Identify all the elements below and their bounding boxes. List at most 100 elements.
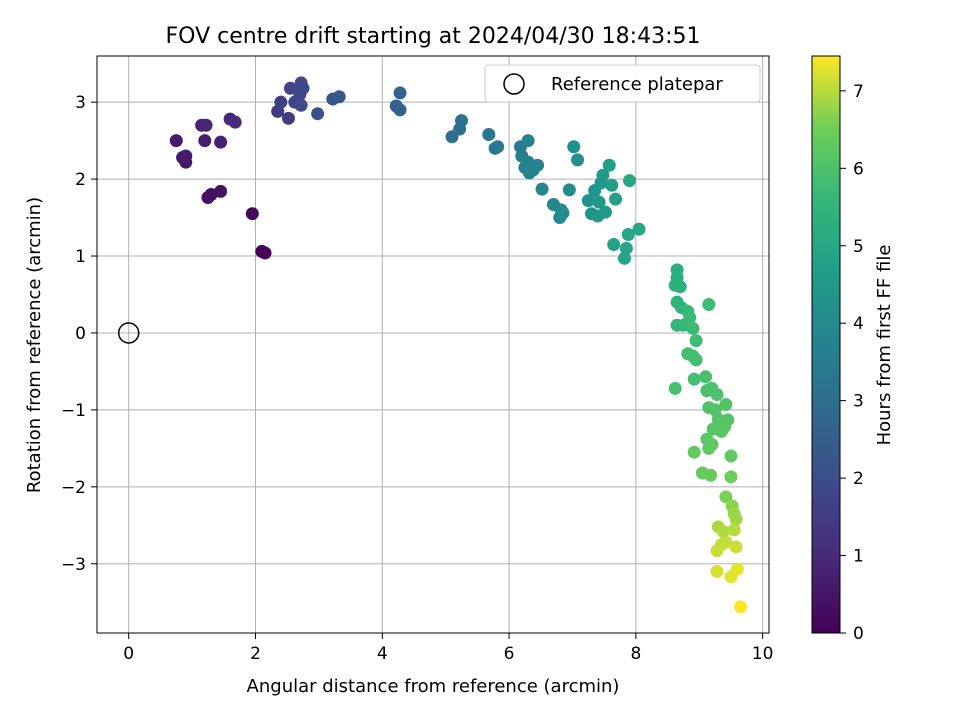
data-point <box>393 86 407 100</box>
data-point <box>702 441 716 455</box>
data-point <box>596 168 610 182</box>
data-point <box>716 524 730 538</box>
colorbar-tick-label: 2 <box>853 469 864 489</box>
y-tick-label: 3 <box>75 93 86 113</box>
data-point <box>169 134 183 148</box>
colorbar-label: Hours from first FF file <box>874 245 895 446</box>
data-point <box>332 90 346 104</box>
data-point <box>710 388 724 402</box>
data-point <box>687 445 701 459</box>
chart-title: FOV centre drift starting at 2024/04/30 … <box>166 24 701 49</box>
data-point <box>179 149 193 163</box>
data-point <box>687 372 701 386</box>
colorbar: 0 1 2 3 4 5 6 7 Hours from first FF file <box>811 55 895 644</box>
legend-entry-reference: Reference platepar <box>551 74 723 95</box>
data-point <box>602 158 616 172</box>
data-point <box>605 178 619 192</box>
colorbar-tick-label: 5 <box>853 237 864 257</box>
data-point <box>571 153 585 167</box>
data-point <box>623 174 637 188</box>
data-point <box>729 540 743 554</box>
data-point <box>214 135 228 149</box>
data-point <box>719 490 733 504</box>
data-point <box>619 241 633 255</box>
data-point <box>294 98 308 112</box>
colorbar-tick-label: 4 <box>853 314 864 334</box>
data-point <box>198 134 212 148</box>
data-point <box>296 81 310 95</box>
data-point <box>283 81 297 95</box>
colorbar-ticks: 0 1 2 3 4 5 6 7 <box>840 82 864 644</box>
data-point <box>689 353 703 367</box>
reference-point <box>117 322 140 344</box>
data-point <box>710 544 724 558</box>
data-point <box>689 334 703 348</box>
data-point <box>491 140 505 154</box>
data-point <box>556 206 570 220</box>
data-point <box>673 280 687 294</box>
y-tick-label: 1 <box>75 247 86 267</box>
legend: Reference platepar <box>484 64 761 103</box>
x-tick-label: 4 <box>377 644 388 664</box>
y-tick-label: 2 <box>75 170 86 190</box>
data-point <box>581 194 595 208</box>
y-tick-label: −3 <box>61 555 86 575</box>
x-axis-ticks: 0 2 4 6 8 10 <box>123 633 773 664</box>
legend-reference-marker <box>503 73 525 95</box>
reference-marker <box>117 322 140 344</box>
x-tick-label: 2 <box>250 644 261 664</box>
colorbar-tick-label: 3 <box>853 392 864 412</box>
data-point <box>727 523 741 537</box>
data-point <box>702 297 716 311</box>
data-point <box>393 103 407 117</box>
data-point <box>621 227 635 241</box>
colorbar-gradient <box>811 55 841 634</box>
data-point <box>724 470 738 484</box>
data-point <box>704 468 718 482</box>
data-point <box>214 184 228 198</box>
data-point <box>245 207 259 221</box>
y-tick-label: −2 <box>61 478 86 498</box>
x-tick-label: 10 <box>752 644 774 664</box>
data-point <box>567 140 581 154</box>
data-point <box>724 449 738 463</box>
legend-box <box>484 64 761 103</box>
data-point <box>668 381 682 395</box>
data-point <box>609 192 623 206</box>
data-point <box>281 111 295 125</box>
grid-lines <box>97 56 769 633</box>
y-tick-label: 0 <box>75 324 86 344</box>
data-point <box>274 95 288 109</box>
colorbar-tick-label: 6 <box>853 159 864 179</box>
data-point <box>521 134 535 148</box>
data-point <box>710 564 724 578</box>
data-point <box>228 115 242 129</box>
colorbar-tick-label: 1 <box>853 547 864 567</box>
data-point <box>607 237 621 251</box>
data-points <box>169 76 747 614</box>
x-tick-label: 8 <box>630 644 641 664</box>
data-point <box>455 114 469 128</box>
y-axis-ticks: −3 −2 −1 0 1 2 3 <box>61 93 97 575</box>
data-point <box>719 398 733 412</box>
y-tick-label: −1 <box>61 401 86 421</box>
x-tick-label: 6 <box>504 644 515 664</box>
data-point <box>683 311 697 325</box>
colorbar-tick-label: 7 <box>853 82 864 102</box>
data-point <box>699 370 713 384</box>
data-point <box>562 183 576 197</box>
data-point <box>718 420 732 434</box>
data-point <box>598 205 612 219</box>
data-point <box>258 246 272 260</box>
data-point <box>482 127 496 141</box>
data-point <box>733 600 747 614</box>
x-axis-label: Angular distance from reference (arcmin) <box>247 676 620 697</box>
data-point <box>311 107 325 121</box>
plot-frame <box>96 55 770 634</box>
data-point <box>632 222 646 236</box>
data-point <box>617 251 631 265</box>
data-point <box>592 195 606 209</box>
data-point <box>531 158 545 172</box>
data-point <box>535 182 549 196</box>
